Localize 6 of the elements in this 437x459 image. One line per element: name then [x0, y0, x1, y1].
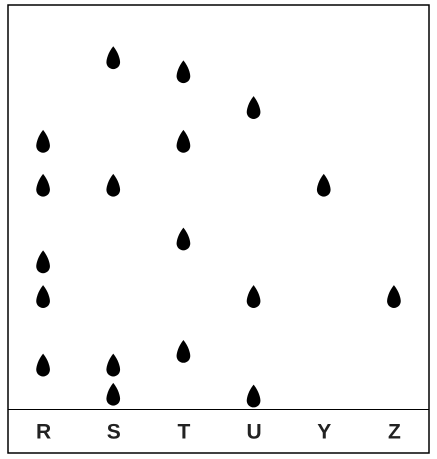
- x-tick-label: T: [178, 420, 191, 444]
- x-tick-label: R: [36, 420, 52, 444]
- x-tick-label: S: [106, 420, 121, 444]
- x-tick-label: Y: [317, 420, 332, 444]
- x-tick-label: U: [246, 420, 262, 444]
- x-tick-label: Z: [388, 420, 402, 444]
